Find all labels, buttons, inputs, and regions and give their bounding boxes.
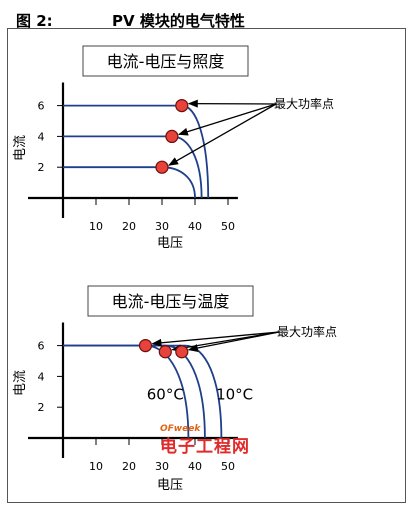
max-power-point-3 — [175, 345, 189, 359]
max-power-point-annotation: 最大功率点 — [277, 324, 337, 339]
max-power-point-1 — [138, 339, 153, 353]
x-axis-label: 电压 — [157, 236, 183, 251]
y-tick-label: 4 — [38, 130, 45, 143]
y-tick-label: 2 — [38, 401, 45, 414]
chart-panel-1: 电流-电压与照度 10 20 30 40 50 2 4 6 电压 电流 最大功率点 — [13, 45, 334, 251]
y-tick-label: 6 — [38, 100, 45, 113]
watermark-site: 电子工程网 — [160, 437, 250, 457]
y-tick-label: 2 — [38, 161, 45, 174]
x-axis-label: 电压 — [157, 478, 183, 493]
watermark: OFweek 电子工程网 — [160, 424, 250, 457]
mpp-arrow-3 — [168, 103, 277, 166]
x-tick-label: 50 — [221, 460, 235, 473]
temperature-label-1: 60°C — [147, 386, 184, 404]
x-tick-label: 10 — [89, 460, 103, 473]
x-tick-label: 30 — [155, 460, 169, 473]
y-tick-label: 6 — [38, 340, 45, 353]
x-tick-label: 40 — [188, 220, 202, 233]
x-tick-label: 20 — [122, 460, 136, 473]
iv-curve-3 — [63, 344, 223, 439]
x-tick-label: 10 — [89, 220, 103, 233]
y-tick-label: 4 — [38, 370, 45, 383]
max-power-point-2 — [158, 345, 172, 359]
figure-frame — [7, 28, 406, 503]
y-axis-label: 电流 — [13, 370, 28, 396]
x-tick-label: 40 — [188, 460, 202, 473]
max-power-point-3 — [155, 160, 169, 174]
x-tick-label: 20 — [122, 220, 136, 233]
mpp-arrow-2 — [177, 103, 277, 136]
max-power-point-1 — [175, 98, 189, 113]
x-tick-label: 50 — [221, 220, 235, 233]
mpp-arrow-1 — [151, 331, 280, 347]
max-power-point-annotation: 最大功率点 — [274, 96, 334, 111]
chart-title: 电流-电压与温度 — [112, 292, 230, 311]
iv-curve-3 — [63, 166, 196, 199]
chart-title-box — [87, 285, 254, 317]
max-power-point-2 — [165, 129, 179, 143]
chart-title-box — [82, 45, 249, 77]
y-axis-label: 电流 — [13, 135, 28, 161]
figure-name: PV 模块的电气特性 — [112, 12, 245, 30]
figure-number: 图 2: — [16, 12, 53, 30]
figure-title: 图 2: PV 模块的电气特性 — [8, 5, 245, 59]
mpp-arrow-3 — [187, 331, 280, 352]
chart-title: 电流-电压与照度 — [107, 52, 225, 71]
chart-panel-2: 电流-电压与温度 10 20 30 40 50 2 4 6 电压 电流 最大功率点 60°C 10°C — [13, 285, 337, 493]
x-tick-label: 30 — [155, 220, 169, 233]
iv-curve-1 — [63, 104, 210, 199]
temperature-label-2: 10°C — [216, 386, 253, 404]
watermark-brand: OFweek — [160, 424, 201, 434]
